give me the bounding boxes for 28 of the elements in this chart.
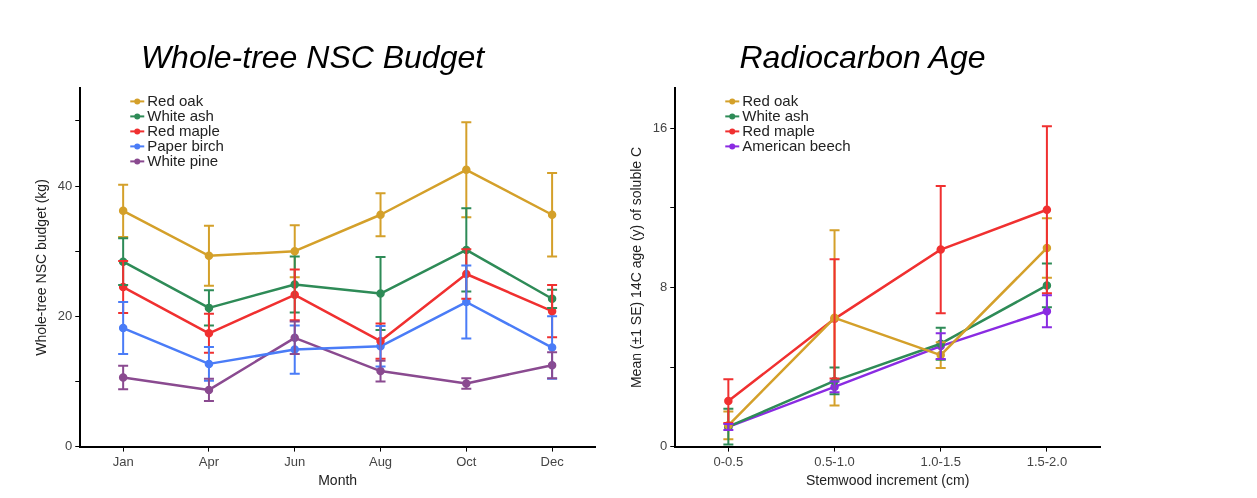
x-tick-label: 1.0-1.5 [920,453,961,469]
x-tick-label: 1.5-2.0 [1026,453,1068,469]
y-tick-label: 8 [660,278,668,294]
x-tick-label: 0-0.5 [713,453,744,469]
x-tick-label: Dec [540,453,565,469]
x-axis-title: Stemwood increment (cm) [805,472,970,489]
x-tick-label: Jan [112,453,134,469]
legend-label: Red oak [147,91,204,109]
y-tick-label: 40 [57,177,73,193]
y-axis-title: Mean (±1 SE) 14C age (y) of soluble C [628,146,645,389]
y-tick-label: 0 [65,438,73,454]
x-tick-label: Apr [198,453,220,469]
y-tick-label: 16 [652,119,668,135]
y-tick-label: 20 [57,307,73,323]
x-tick-label: Aug [368,453,393,469]
chart-title: Radiocarbon Age [739,39,986,76]
x-tick-label: 0.5-1.0 [814,453,855,469]
chart-title: Whole-tree NSC Budget [140,39,486,76]
legend-label: White ash [147,106,214,124]
x-tick-label: Jun [284,453,306,469]
legend-label: Red maple [147,121,220,139]
y-tick-label: 0 [660,438,668,454]
legend-label: White ash [742,106,809,124]
x-tick-label: Oct [456,453,477,469]
x-axis-title: Month [318,472,358,489]
legend-label: Red oak [742,91,799,109]
legend-label: Red maple [742,121,815,139]
y-axis-title: Whole-tree NSC budget (kg) [33,179,50,356]
